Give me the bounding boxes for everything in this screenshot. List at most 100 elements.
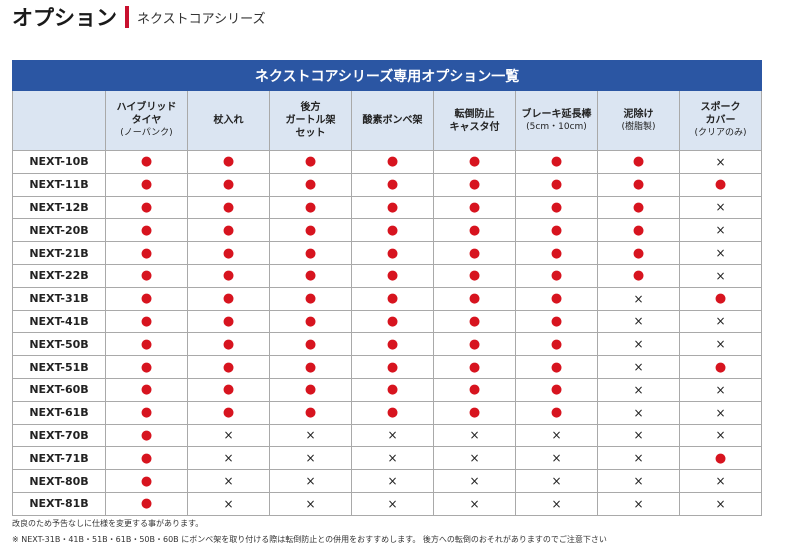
model-cell: NEXT-71B: [12, 446, 106, 471]
option-cell: ●: [515, 377, 598, 402]
header-line: カバー: [705, 115, 736, 126]
header-row: ハイブリッド タイヤ (ノーパンク) 杖入れ 後方 ガートル架 セット 酸素ボンベ架 転倒防止キ…: [12, 90, 763, 151]
option-cell: ×: [515, 491, 598, 516]
option-cell: ●: [105, 195, 188, 220]
option-cell: ●: [187, 377, 270, 402]
option-cell: ●: [269, 172, 352, 197]
title-bar: [125, 6, 129, 28]
option-cell: ×: [597, 446, 680, 471]
option-cell: ●: [187, 286, 270, 311]
table-row: NEXT-31B ● ● ● ● ● ● × ●: [12, 286, 763, 311]
option-cell: ●: [597, 263, 680, 288]
option-cell: ●: [351, 241, 434, 265]
option-cell: ●: [433, 400, 516, 425]
option-cell: ●: [105, 241, 188, 265]
header-line: 泥除け: [623, 108, 654, 120]
header-line: キャスタ付: [449, 121, 500, 133]
header-cell: 酸素ボンベ架: [351, 90, 434, 151]
option-cell: ●: [515, 355, 598, 379]
option-cell: ●: [105, 172, 188, 197]
model-cell: NEXT-20B: [12, 218, 106, 243]
header-cell: 転倒防止 キャスタ付: [433, 90, 516, 151]
option-cell: ●: [187, 195, 270, 220]
option-cell: ●: [678, 355, 763, 379]
table-row: NEXT-71B ● × × × × × × ●: [12, 446, 763, 471]
header-line: 酸素ボンベ架: [362, 115, 423, 126]
option-cell: ●: [269, 355, 352, 379]
option-cell: ●: [433, 241, 516, 265]
option-cell: ×: [187, 423, 270, 448]
model-cell: NEXT-41B: [12, 309, 106, 334]
option-cell: ●: [515, 195, 598, 220]
option-cell: ●: [105, 377, 188, 402]
option-cell: ×: [269, 446, 352, 471]
option-cell: ●: [105, 491, 188, 516]
option-cell: ×: [678, 469, 763, 493]
option-cell: ●: [269, 332, 352, 357]
option-cell: ●: [351, 195, 434, 220]
option-cell: ×: [351, 469, 434, 493]
option-cell: ●: [515, 309, 598, 334]
option-cell: ●: [187, 241, 270, 265]
option-cell: ×: [433, 469, 516, 493]
option-cell: ●: [515, 172, 598, 197]
option-cell: ●: [269, 218, 352, 243]
option-cell: ×: [678, 377, 763, 402]
header-line: (5cm・10cm): [526, 121, 587, 132]
table-row: NEXT-21B ● ● ● ● ● ● ● ×: [12, 241, 763, 265]
option-cell: ●: [269, 263, 352, 288]
table-row: NEXT-10B ● ● ● ● ● ● ● ×: [12, 150, 763, 174]
option-cell: ●: [187, 400, 270, 425]
model-cell: NEXT-11B: [12, 172, 106, 197]
header-line: タイヤ: [131, 115, 162, 126]
table-row: NEXT-41B ● ● ● ● ● ● × ×: [12, 309, 763, 334]
option-cell: ●: [433, 172, 516, 197]
option-cell: ×: [597, 332, 680, 357]
option-cell: ×: [678, 332, 763, 357]
option-cell: ×: [678, 218, 763, 243]
option-cell: ●: [351, 150, 434, 174]
option-cell: ×: [269, 469, 352, 493]
page-header: オプション ネクストコアシリーズ: [12, 4, 265, 30]
option-cell: ●: [269, 400, 352, 425]
option-cell: ●: [597, 195, 680, 220]
header-line: ハイブリッド: [116, 102, 177, 113]
option-cell: ×: [187, 446, 270, 471]
table-row: NEXT-81B ● × × × × × × ×: [12, 491, 763, 516]
option-cell: ●: [351, 377, 434, 402]
option-cell: ●: [433, 263, 516, 288]
option-cell: ●: [187, 150, 270, 174]
table-row: NEXT-20B ● ● ● ● ● ● ● ×: [12, 218, 763, 243]
option-cell: ●: [269, 195, 352, 220]
option-cell: ×: [269, 423, 352, 448]
table-row: NEXT-50B ● ● ● ● ● ● × ×: [12, 332, 763, 357]
model-cell: NEXT-31B: [12, 286, 106, 311]
option-cell: ×: [597, 355, 680, 379]
table-row: NEXT-12B ● ● ● ● ● ● ● ×: [12, 195, 763, 220]
option-cell: ●: [515, 150, 598, 174]
option-cell: ●: [433, 377, 516, 402]
table-row: NEXT-22B ● ● ● ● ● ● ● ×: [12, 263, 763, 288]
option-cell: ●: [678, 172, 763, 197]
option-cell: ×: [597, 286, 680, 311]
option-cell: ×: [351, 446, 434, 471]
table-row: NEXT-60B ● ● ● ● ● ● × ×: [12, 377, 763, 402]
option-cell: ●: [433, 355, 516, 379]
header-cell: [12, 90, 106, 151]
options-table: ネクストコアシリーズ専用オプション一覧 ハイブリッド タイヤ (ノーパンク) 杖入れ 後…: [11, 60, 763, 516]
header-line: (クリアのみ): [694, 128, 747, 138]
option-cell: ×: [269, 491, 352, 516]
header-line: ブレーキ延長棒: [521, 108, 592, 120]
model-cell: NEXT-10B: [12, 150, 106, 174]
option-cell: ●: [269, 241, 352, 265]
model-cell: NEXT-80B: [12, 469, 106, 493]
option-cell: ●: [351, 172, 434, 197]
header-line: セット: [295, 128, 326, 139]
option-cell: ●: [105, 309, 188, 334]
model-cell: NEXT-22B: [12, 263, 106, 288]
page-subtitle: ネクストコアシリーズ: [137, 11, 266, 27]
header-line: 転倒防止: [454, 108, 495, 120]
header-line: (ノーパンク): [120, 128, 173, 138]
option-cell: ●: [351, 263, 434, 288]
